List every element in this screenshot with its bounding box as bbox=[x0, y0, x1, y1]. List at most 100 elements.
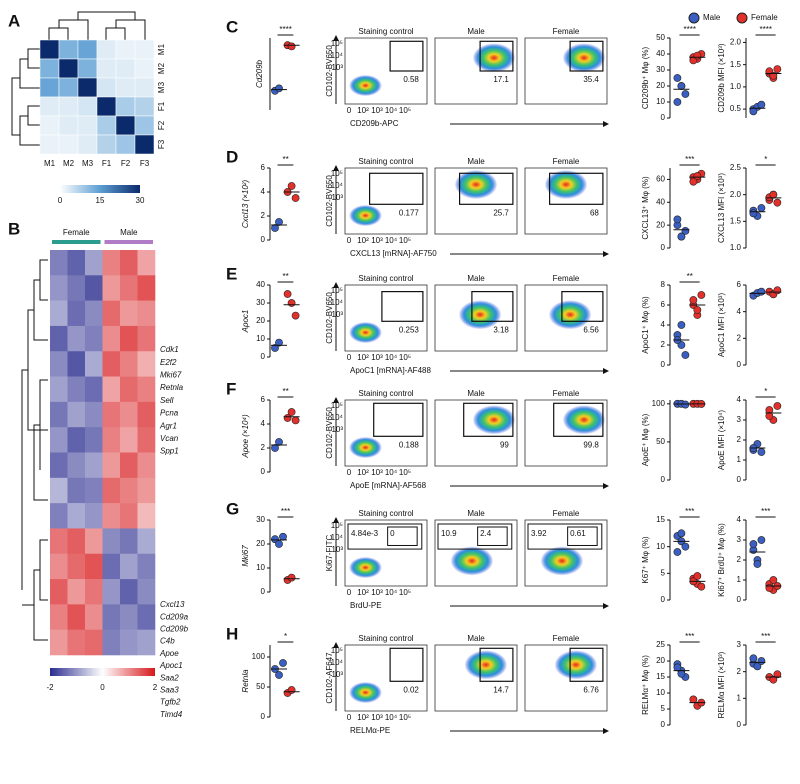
y-tick-label: 2 bbox=[737, 333, 742, 342]
flow-x-tick: 10² bbox=[357, 236, 369, 245]
y-tick-label: 0.5 bbox=[730, 104, 742, 113]
heatmap-cell bbox=[102, 528, 121, 555]
data-point bbox=[769, 675, 778, 684]
heatmap-cell bbox=[50, 401, 68, 428]
colorbar-tick: 0 bbox=[58, 196, 63, 205]
flow-x-tick: 10² bbox=[357, 106, 369, 115]
y-tick-label: 10 bbox=[656, 542, 665, 551]
density-blob bbox=[349, 204, 382, 227]
heatmap-cell bbox=[85, 250, 103, 276]
flow-plot-title: Staining control bbox=[358, 27, 413, 36]
y-tick-label: 20 bbox=[656, 81, 665, 90]
y-tick-label: 50 bbox=[656, 33, 665, 42]
group-bar bbox=[52, 240, 101, 244]
density-blob bbox=[349, 556, 382, 579]
y-axis-label: Apoc1 bbox=[241, 310, 250, 334]
heatmap-cell bbox=[102, 452, 121, 479]
flow-x-tick: 10⁴ bbox=[385, 106, 398, 115]
heatmap-cell bbox=[102, 427, 121, 453]
heatmap-cell bbox=[134, 96, 155, 117]
significance: ** bbox=[282, 155, 288, 164]
heatmap-cell bbox=[85, 553, 103, 580]
row-label: M3 bbox=[157, 81, 166, 93]
data-point bbox=[287, 182, 296, 190]
flow-y-tick: 10⁴ bbox=[331, 298, 344, 307]
flow-x-tick: 10⁵ bbox=[399, 588, 411, 597]
heatmap-cell bbox=[102, 351, 121, 377]
heatmap-cell bbox=[50, 579, 68, 605]
data-point bbox=[765, 584, 774, 592]
gate bbox=[389, 40, 424, 72]
heatmap-cell bbox=[96, 115, 117, 136]
data-point bbox=[681, 226, 690, 235]
y-tick-label: 6 bbox=[661, 300, 666, 309]
y-tick-label: 20 bbox=[656, 656, 665, 665]
heatmap-cell bbox=[96, 96, 117, 117]
gate-value: 0.188 bbox=[399, 440, 420, 449]
gate bbox=[553, 402, 604, 437]
y-tick-label: 60 bbox=[656, 175, 665, 184]
y-tick-label: 2.0 bbox=[730, 38, 742, 47]
data-point bbox=[271, 344, 279, 352]
data-point bbox=[773, 670, 782, 679]
gene-label: E2f2 bbox=[160, 358, 177, 367]
data-point bbox=[697, 291, 706, 299]
data-point bbox=[283, 290, 292, 298]
y-tick-label: 0 bbox=[661, 113, 666, 122]
heatmap-cell bbox=[85, 325, 103, 352]
gene-label: Agr1 bbox=[159, 421, 177, 430]
heatmap-cell bbox=[102, 629, 121, 656]
heatmap-cell bbox=[96, 58, 117, 79]
flow-x-tick: 0 bbox=[347, 106, 352, 115]
heatmap-cell bbox=[137, 604, 156, 630]
heatmap-cell bbox=[120, 553, 138, 580]
gate bbox=[463, 402, 514, 437]
gate-value: 10.9 bbox=[441, 529, 457, 538]
significance: * bbox=[284, 632, 287, 641]
heatmap-cell bbox=[137, 452, 156, 479]
heatmap-cell bbox=[50, 275, 68, 301]
heatmap-cell bbox=[102, 503, 121, 529]
flow-plot-title: Staining control bbox=[358, 509, 413, 518]
y-tick-label: 15 bbox=[656, 515, 665, 524]
data-point bbox=[275, 438, 283, 446]
heatmap-cell bbox=[77, 115, 98, 136]
heatmap-cell bbox=[137, 376, 156, 403]
heatmap-cell bbox=[120, 629, 138, 656]
heatmap-cell bbox=[50, 376, 68, 403]
gene-label: Cd209b bbox=[160, 625, 189, 634]
flow-plot-title: Male bbox=[467, 509, 485, 518]
significance: **** bbox=[760, 25, 772, 34]
significance: ** bbox=[282, 387, 288, 396]
y-tick-label: 0 bbox=[261, 712, 266, 721]
significance: **** bbox=[684, 25, 696, 34]
gene-label: Cdk1 bbox=[160, 345, 179, 354]
gate bbox=[479, 647, 514, 682]
heatmap-cell bbox=[102, 325, 121, 352]
data-point bbox=[677, 232, 686, 241]
heatmap-cell bbox=[58, 39, 79, 60]
heatmap-cell bbox=[120, 250, 138, 276]
flow-x-tick: 10⁴ bbox=[385, 353, 398, 362]
heatmap-cell bbox=[67, 401, 86, 428]
heatmap-cell bbox=[115, 39, 136, 60]
gate-value: 14.7 bbox=[493, 685, 509, 694]
y-tick-label: 10 bbox=[656, 97, 665, 106]
significance: *** bbox=[761, 632, 770, 641]
y-tick-label: 3 bbox=[737, 640, 742, 649]
group-label: Male bbox=[120, 228, 138, 237]
flow-x-tick: 10³ bbox=[371, 353, 383, 362]
data-point bbox=[757, 657, 766, 665]
gate-value: 0.61 bbox=[570, 529, 586, 538]
y-axis-label: Cxcl13 (×10²) bbox=[241, 180, 250, 229]
flow-y-label: CD102-BV650 bbox=[325, 175, 334, 227]
heatmap-cell bbox=[102, 604, 121, 630]
y-tick-label: 2 bbox=[737, 667, 742, 676]
data-point bbox=[677, 529, 686, 538]
heatmap-cell bbox=[115, 115, 136, 136]
data-point bbox=[681, 542, 690, 551]
density-blob bbox=[464, 650, 508, 680]
col-label: M2 bbox=[63, 159, 75, 168]
y-tick-label: 3 bbox=[737, 415, 742, 424]
gate bbox=[548, 172, 604, 205]
